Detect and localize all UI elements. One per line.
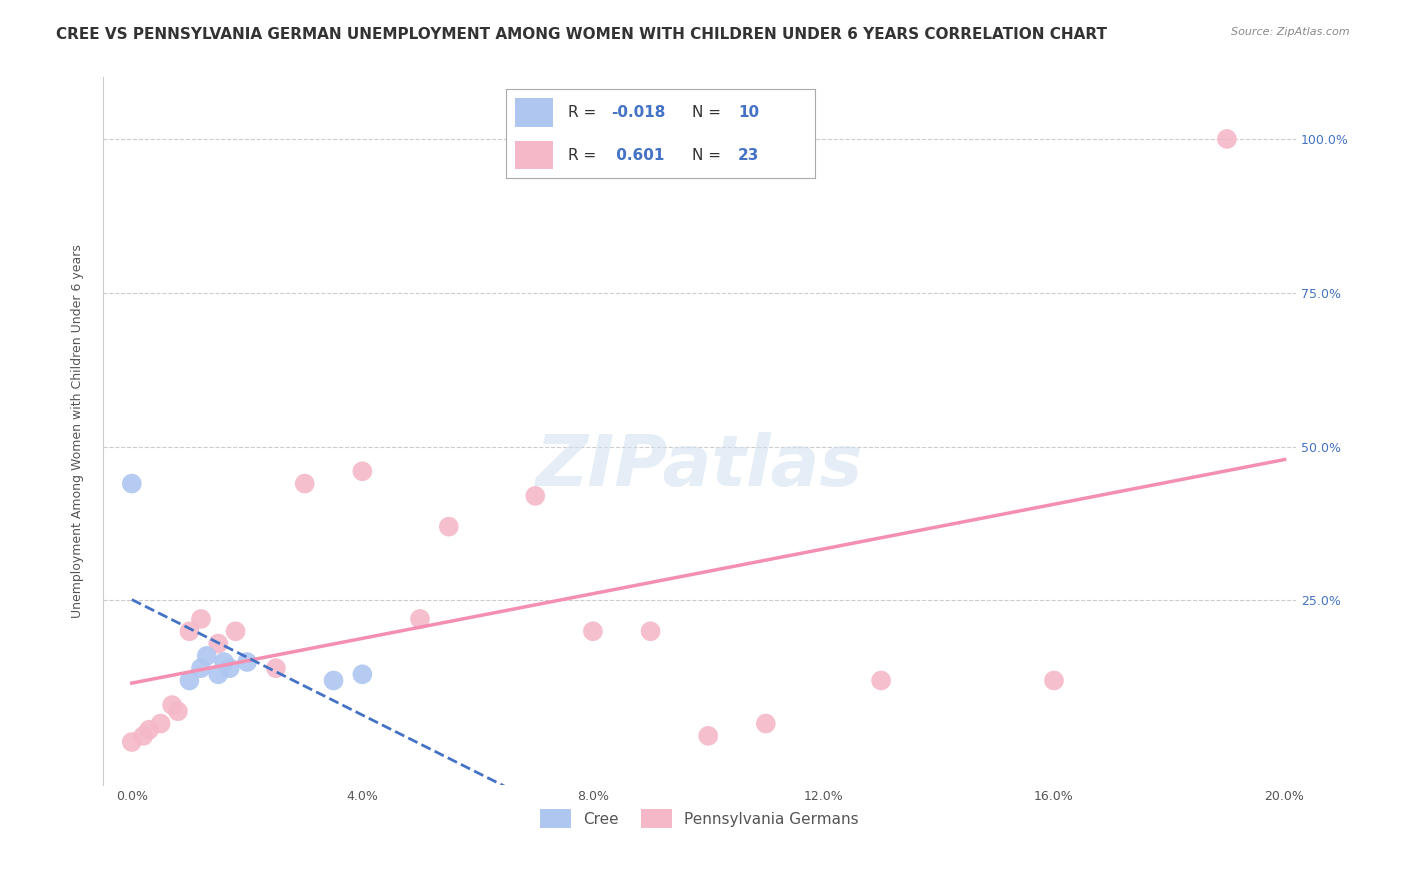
Point: [190, 612, 212, 626]
Point: [160, 698, 183, 712]
Point: [1216, 132, 1239, 146]
Point: [190, 661, 212, 675]
Point: [322, 673, 344, 688]
Text: 10: 10: [738, 105, 759, 120]
Point: [195, 648, 218, 663]
Point: [179, 673, 201, 688]
Text: Source: ZipAtlas.com: Source: ZipAtlas.com: [1232, 27, 1350, 37]
Point: [212, 655, 235, 669]
Point: [132, 729, 155, 743]
Point: [640, 624, 662, 639]
Point: [409, 612, 432, 626]
Text: N =: N =: [692, 148, 725, 162]
Point: [207, 667, 229, 681]
Legend: Cree, Pennsylvania Germans: Cree, Pennsylvania Germans: [534, 803, 865, 834]
Text: 23: 23: [738, 148, 759, 162]
Point: [121, 735, 143, 749]
Text: -0.018: -0.018: [612, 105, 665, 120]
Point: [236, 655, 259, 669]
Point: [167, 704, 190, 718]
Text: CREE VS PENNSYLVANIA GERMAN UNEMPLOYMENT AMONG WOMEN WITH CHILDREN UNDER 6 YEARS: CREE VS PENNSYLVANIA GERMAN UNEMPLOYMENT…: [56, 27, 1108, 42]
Point: [755, 716, 778, 731]
FancyBboxPatch shape: [516, 98, 553, 127]
Point: [697, 729, 720, 743]
Point: [352, 667, 374, 681]
Point: [225, 624, 247, 639]
Point: [582, 624, 605, 639]
Text: ZIPatlas: ZIPatlas: [536, 432, 863, 501]
Text: R =: R =: [568, 105, 602, 120]
Text: R =: R =: [568, 148, 602, 162]
Point: [138, 723, 160, 737]
Point: [149, 716, 172, 731]
Point: [352, 464, 374, 478]
Point: [264, 661, 287, 675]
Point: [207, 636, 229, 650]
Point: [218, 661, 240, 675]
Point: [179, 624, 201, 639]
Point: [1043, 673, 1066, 688]
Y-axis label: Unemployment Among Women with Children Under 6 years: Unemployment Among Women with Children U…: [72, 244, 84, 618]
FancyBboxPatch shape: [516, 141, 553, 169]
Text: N =: N =: [692, 105, 725, 120]
Point: [437, 519, 460, 533]
Point: [294, 476, 316, 491]
Text: 0.601: 0.601: [612, 148, 665, 162]
Point: [524, 489, 547, 503]
Point: [870, 673, 893, 688]
Point: [121, 476, 143, 491]
